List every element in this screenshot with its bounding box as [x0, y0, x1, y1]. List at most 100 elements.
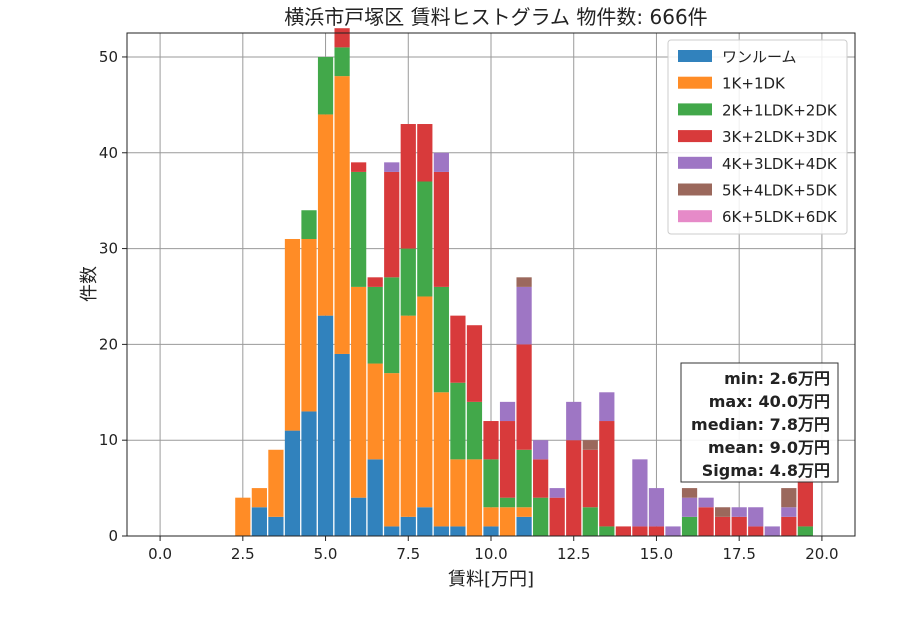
bar-segment-3-bin-22: [599, 421, 615, 527]
bar-segment-2-bin-6: [334, 47, 350, 77]
legend-swatch: [678, 130, 712, 143]
bar-segment-2-bin-7: [351, 171, 367, 287]
bar-segment-3-bin-25: [648, 526, 665, 536]
bar-segment-1-bin-9: [384, 373, 400, 527]
bar-segment-3-bin-17: [516, 344, 532, 450]
y-axis-ticks: 0 10 20 30 40 50: [99, 48, 127, 545]
bar-segment-2-bin-11: [417, 181, 433, 297]
bar-segment-1-bin-14: [466, 459, 483, 536]
bar-segment-2-bin-17: [516, 449, 532, 508]
bar-segment-3-bin-24: [632, 526, 648, 536]
legend-label: 4K+3LDK+4DK: [722, 155, 838, 173]
x-tick-label: 10.0: [474, 545, 507, 563]
bar-segment-4-bin-9: [384, 162, 400, 172]
legend-label: 3K+2LDK+3DK: [722, 128, 838, 146]
bar-segment-3-bin-23: [615, 526, 631, 536]
legend-swatch: [678, 156, 712, 169]
bar-segment-4-bin-20: [566, 401, 582, 441]
bar-segment-0-bin-6: [334, 353, 350, 536]
bar-segment-2-bin-18: [533, 497, 549, 536]
bar-segment-4-bin-19: [549, 488, 565, 498]
bar-segment-1-bin-1: [251, 488, 267, 508]
bar-segment-2-bin-8: [367, 286, 383, 364]
bar-segment-2-bin-10: [400, 248, 416, 316]
bar-segment-3-bin-7: [351, 162, 367, 172]
bar-segment-2-bin-4: [301, 210, 317, 239]
bar-segment-0-bin-3: [284, 430, 301, 536]
bar-segment-2-bin-14: [466, 401, 483, 460]
y-tick-label: 30: [99, 240, 118, 258]
y-axis-label: 件数: [79, 266, 100, 302]
bar-segment-5-bin-33: [781, 488, 797, 508]
x-tick-label: 20.0: [805, 545, 838, 563]
y-tick-label: 40: [99, 144, 118, 162]
bar-segment-1-bin-11: [417, 296, 433, 508]
stats-line: min: 2.6万円: [724, 369, 830, 388]
bar-segment-4-bin-22: [599, 392, 615, 422]
legend-label: 1K+1DK: [722, 75, 786, 93]
bar-segment-1-bin-2: [268, 449, 284, 517]
y-tick-label: 10: [99, 431, 118, 449]
bar-segment-3-bin-31: [748, 526, 764, 536]
bar-segment-3-bin-29: [715, 516, 731, 536]
bar-segment-5-bin-29: [715, 507, 731, 517]
bar-segment-1-bin-12: [433, 392, 449, 527]
x-tick-label: 12.5: [557, 545, 590, 563]
bar-segment-0-bin-11: [417, 507, 433, 536]
bar-segment-1-bin-16: [499, 507, 516, 536]
bar-segment-2-bin-9: [384, 277, 400, 374]
bar-segment-3-bin-20: [566, 440, 582, 536]
bar-segment-3-bin-12: [433, 171, 449, 287]
x-tick-label: 2.5: [231, 545, 255, 563]
bar-segment-1-bin-7: [351, 286, 367, 498]
bar-segment-3-bin-6: [334, 28, 350, 48]
bar-segment-1-bin-6: [334, 76, 350, 354]
bar-segment-4-bin-32: [764, 526, 780, 536]
bar-segment-5-bin-21: [582, 440, 598, 450]
x-tick-label: 7.5: [396, 545, 420, 563]
x-axis-label: 賃料[万円]: [448, 569, 534, 590]
bar-segment-3-bin-14: [466, 325, 483, 402]
bar-segment-0-bin-7: [351, 497, 367, 536]
bar-segment-3-bin-16: [499, 421, 516, 498]
bar-segment-4-bin-28: [698, 497, 714, 508]
bar-segment-2-bin-15: [483, 459, 499, 508]
bar-segment-0-bin-9: [384, 526, 400, 536]
bar-segment-4-bin-30: [731, 507, 747, 517]
bar-segment-1-bin-5: [317, 114, 334, 316]
legend-frame: [667, 39, 848, 235]
bar-segment-3-bin-33: [781, 516, 797, 536]
bar-segment-0-bin-5: [317, 315, 334, 536]
bar-segment-4-bin-24: [632, 459, 648, 527]
bar-segment-3-bin-10: [400, 124, 416, 249]
bar-segment-3-bin-18: [533, 459, 549, 498]
bar-segment-3-bin-11: [417, 124, 433, 182]
legend-swatch: [678, 50, 712, 62]
bar-segment-3-bin-34: [797, 478, 813, 527]
stats-line: max: 40.0万円: [709, 392, 830, 411]
x-axis-ticks: 0.0 2.5 5.0 7.5 10.0 12.5 15.0 17.5 20.0: [148, 536, 839, 563]
bar-segment-4-bin-33: [781, 507, 797, 517]
legend-swatch: [678, 210, 712, 223]
bar-segment-3-bin-28: [698, 507, 714, 536]
bar-segment-3-bin-19: [549, 497, 565, 536]
bar-segment-0-bin-10: [400, 516, 416, 536]
legend-swatch: [678, 76, 712, 89]
bar-segment-1-bin-8: [367, 363, 383, 460]
bar-segment-1-bin-0: [235, 497, 251, 536]
bar-segment-0-bin-15: [483, 526, 499, 536]
legend-label: 6K+5LDK+6DK: [722, 208, 838, 226]
stats-line: median: 7.8万円: [691, 415, 830, 434]
bar-segment-4-bin-16: [499, 401, 516, 422]
stats-line: Sigma: 4.8万円: [702, 461, 830, 480]
bar-segment-3-bin-8: [367, 277, 383, 287]
stats-box: min: 2.6万円 max: 40.0万円 median: 7.8万円 mean: …: [680, 362, 839, 483]
legend-label: 2K+1LDK+2DK: [722, 101, 838, 119]
legend-label: ワンルーム: [722, 48, 797, 66]
bar-segment-3-bin-15: [483, 421, 499, 460]
bars-group: [235, 28, 813, 536]
bar-segment-0-bin-12: [433, 526, 449, 536]
stats-line: mean: 9.0万円: [708, 438, 830, 457]
bar-segment-5-bin-27: [681, 488, 698, 498]
